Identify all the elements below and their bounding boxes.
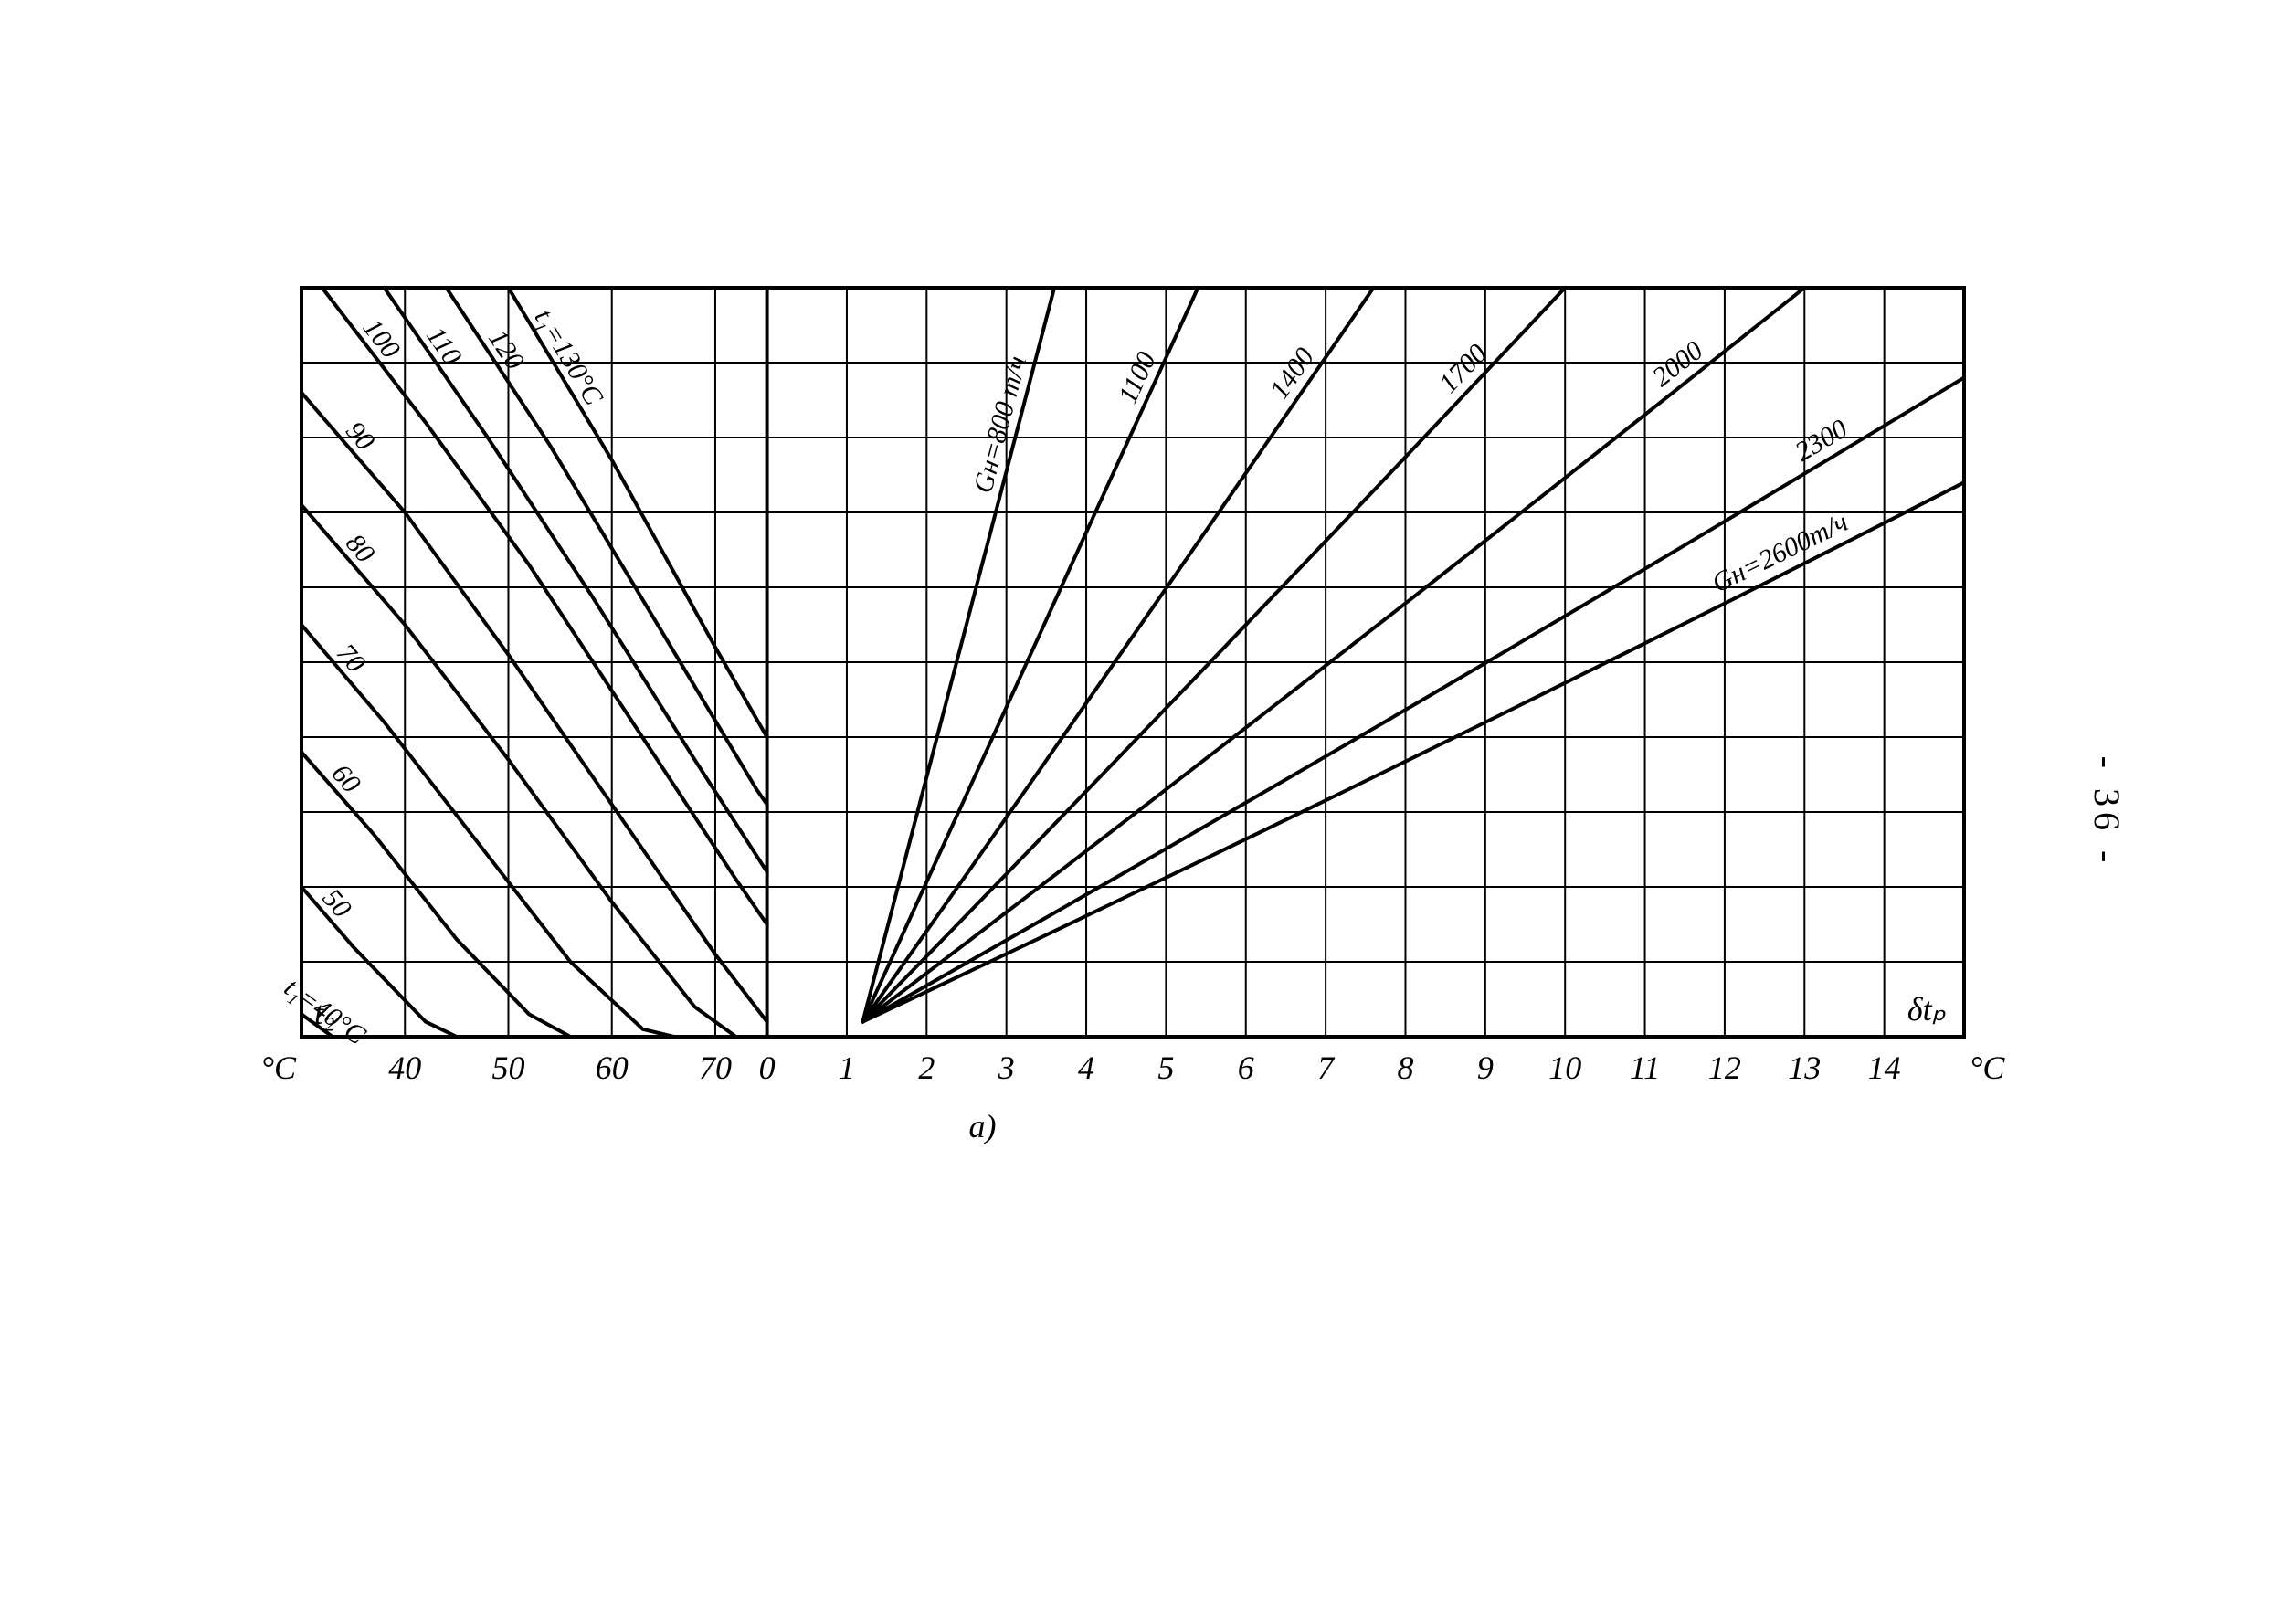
left-curve-label: 50: [316, 883, 357, 923]
left-curve-label: 60: [326, 758, 367, 798]
left-curve-label: 120: [482, 324, 530, 375]
x-tick-label-right: 6: [1238, 1049, 1254, 1086]
left-curve-label: 90: [340, 416, 381, 456]
x-tick-label-left: 60: [596, 1049, 629, 1086]
unit-label-right: °C: [1970, 1049, 2005, 1086]
left-curve: [301, 505, 736, 1037]
x-tick-label-left: 70: [699, 1049, 732, 1086]
x-tick-label-right: 11: [1630, 1049, 1660, 1086]
left-curve: [447, 288, 767, 805]
right-curve: [862, 482, 1964, 1021]
right-curve-label: 1700: [1433, 338, 1493, 398]
x-tick-label-right: 7: [1317, 1049, 1336, 1086]
unit-label-left: °C: [261, 1049, 297, 1086]
x-tick-label-right: 13: [1788, 1049, 1821, 1086]
subplot-label: а): [968, 1108, 996, 1144]
x-tick-label-right: 12: [1708, 1049, 1741, 1086]
x-tick-label-right: 5: [1157, 1049, 1174, 1086]
axis-label-t2: t₂: [314, 995, 335, 1031]
right-curve: [862, 377, 1964, 1021]
nomogram-chart: 4050607001234567891011121314t₁=40°C50607…: [247, 269, 2037, 1187]
right-curve: [862, 288, 1565, 1022]
x-tick-label-right: 1: [839, 1049, 855, 1086]
x-tick-label-right: 8: [1397, 1049, 1413, 1086]
x-tick-label-left: 40: [388, 1049, 421, 1086]
left-curve-label: t₁=130°C: [528, 304, 609, 411]
x-tick-label-right: 4: [1078, 1049, 1094, 1086]
left-curve-label: 70: [331, 638, 372, 679]
right-curve-label: 1100: [1113, 347, 1162, 407]
right-curve-label: Gн=800 т/ч: [968, 353, 1033, 496]
right-curve-label: 2000: [1647, 335, 1709, 393]
right-curve-label: 1400: [1264, 343, 1320, 405]
x-tick-label-left: 50: [491, 1049, 524, 1086]
right-curve: [862, 288, 1054, 1022]
x-tick-label-right: 14: [1868, 1049, 1901, 1086]
left-curve: [301, 625, 674, 1037]
right-curve: [862, 288, 1198, 1022]
page-number: - 36 -: [2086, 756, 2129, 869]
right-curve-label: 2300: [1790, 414, 1852, 468]
x-tick-label-right: 0: [759, 1049, 776, 1086]
left-curve-label: 100: [357, 313, 407, 364]
x-tick-label-right: 3: [998, 1049, 1015, 1086]
x-tick-label-right: 10: [1548, 1049, 1581, 1086]
x-tick-label-right: 9: [1477, 1049, 1494, 1086]
left-curve-label: 80: [340, 528, 381, 568]
axis-label-delta-tp: δtₚ: [1907, 991, 1947, 1028]
x-tick-label-right: 2: [918, 1049, 935, 1086]
